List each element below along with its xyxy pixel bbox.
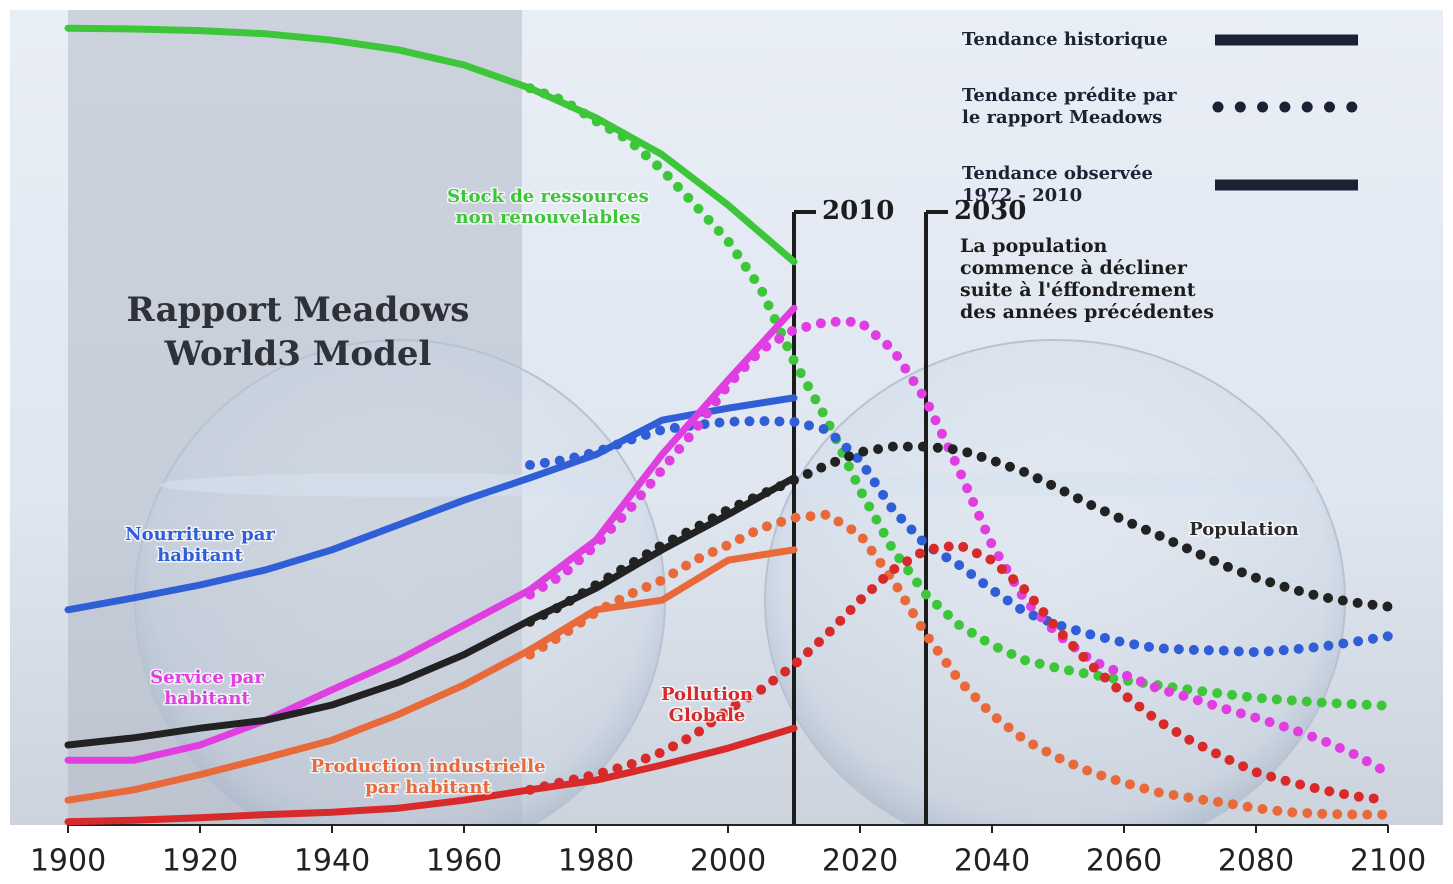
page: Rapport Meadows World3 Model 1900 1920 194… [0, 0, 1453, 884]
legend-label: Tendance observée [962, 163, 1153, 184]
legend-label: le rapport Meadows [962, 107, 1162, 128]
chart: Rapport Meadows World3 Model 1900 1920 194… [0, 0, 1453, 884]
series-label: habitant [164, 688, 250, 709]
x-tick-label: 1960 [426, 844, 502, 879]
marker-note: des années précédentes [960, 301, 1214, 323]
x-tick-label: 2040 [954, 844, 1030, 879]
x-tick-label: 2080 [1218, 844, 1294, 879]
x-tick-label: 1900 [30, 844, 106, 879]
series-label: Population [1189, 519, 1298, 540]
x-tick-label: 2000 [690, 844, 766, 879]
x-tick-label: 1920 [162, 844, 238, 879]
series-label: habitant [157, 545, 243, 566]
x-tick-label: 2060 [1086, 844, 1162, 879]
series-label: Production industrielle [310, 756, 545, 777]
legend-label: Tendance historique [962, 29, 1168, 50]
water-surface [160, 473, 640, 497]
marker-label: 2010 [822, 196, 894, 226]
series-label: non renouvelables [456, 207, 641, 228]
series-label: Service par [150, 667, 264, 688]
x-tick-label: 2020 [822, 844, 898, 879]
fishbowl [765, 340, 1345, 860]
marker-note: suite à l'éffondrement [960, 279, 1196, 301]
x-tick-label: 1940 [294, 844, 370, 879]
legend-label: Tendance prédite par [962, 85, 1177, 106]
marker-note: commence à décliner [960, 257, 1188, 279]
chart-title: World3 Model [164, 334, 432, 374]
series-label: Globale [669, 705, 746, 726]
marker-note: La population [960, 235, 1108, 257]
series-label: Pollution [661, 684, 753, 705]
series-label: Nourriture par [125, 524, 275, 545]
series-label: Stock de ressources [447, 186, 649, 207]
legend-label: 1972 - 2010 [962, 185, 1082, 206]
chart-title: Rapport Meadows [127, 290, 470, 330]
series-label: par habitant [365, 777, 491, 798]
x-tick-label: 1980 [558, 844, 634, 879]
x-tick-label: 2100 [1350, 844, 1426, 879]
